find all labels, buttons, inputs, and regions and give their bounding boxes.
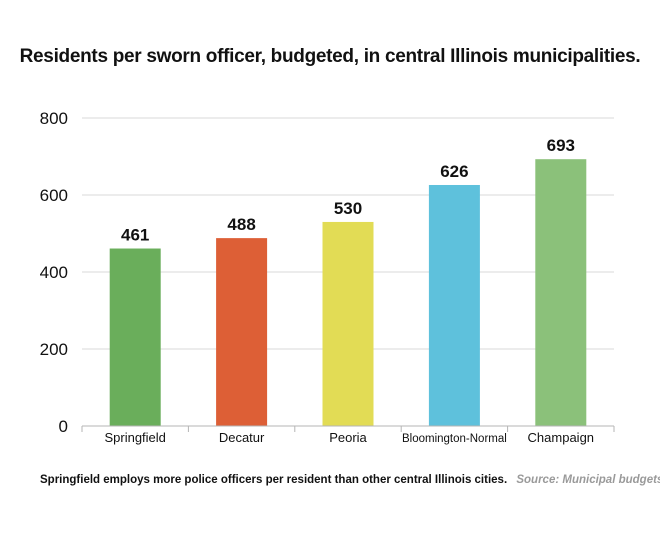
chart-footer: Springfield employs more police officers… [40, 474, 660, 486]
data-label: 626 [440, 162, 468, 181]
x-axis: Springfield Decatur Peoria Bloomington-Norm… [81, 425, 615, 445]
footer-note: Springfield employs more police officers… [40, 474, 508, 486]
x-tick-label: Champaign [528, 430, 595, 445]
bar-bloomington-normal [428, 184, 480, 426]
data-label: 693 [547, 136, 575, 155]
x-tick-label: Bloomington-Normal [402, 433, 507, 445]
y-tick-label: 400 [40, 263, 68, 282]
chart-title: Residents per sworn officer, budgeted, i… [19, 46, 641, 67]
data-label: 530 [334, 199, 362, 218]
bar-springfield [109, 248, 161, 426]
y-axis: 0 200 400 600 800 [40, 109, 68, 436]
y-tick-label: 800 [40, 109, 68, 128]
bar-decatur [216, 238, 268, 426]
y-tick-label: 0 [59, 417, 68, 436]
y-tick-label: 600 [40, 186, 68, 205]
bars: 461 488 530 626 693 [109, 136, 587, 426]
bar-champaign [535, 159, 587, 426]
source-note: Source: Municipal budgets [516, 474, 660, 486]
y-tick-label: 200 [40, 340, 68, 359]
x-tick-label: Peoria [329, 430, 367, 445]
data-label: 461 [121, 226, 149, 245]
x-tick-label: Springfield [104, 430, 165, 445]
x-tick-label: Decatur [219, 430, 265, 445]
bar-peoria [322, 221, 374, 426]
bar-chart: 0 200 400 600 800 461 488 530 626 693 Springfiel… [40, 109, 615, 445]
data-label: 488 [227, 215, 255, 234]
